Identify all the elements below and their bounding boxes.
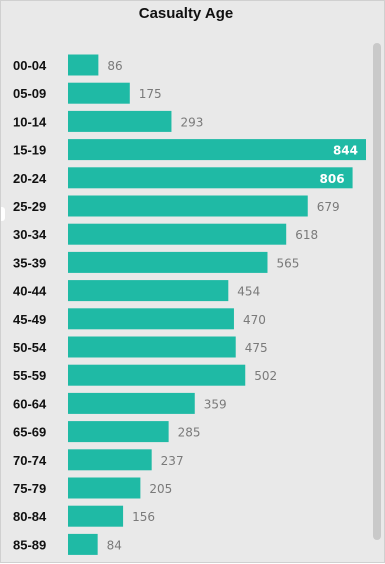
vertical-scrollbar[interactable] [373, 43, 381, 540]
data-label: 679 [317, 200, 340, 214]
bar[interactable] [68, 505, 124, 527]
category-label: 00-04 [13, 58, 47, 73]
data-label: 844 [333, 144, 358, 158]
category-label: 20-24 [13, 171, 47, 186]
category-label: 35-39 [13, 255, 46, 270]
data-label: 175 [139, 87, 162, 101]
bar[interactable] [68, 421, 169, 443]
bar[interactable] [68, 477, 141, 499]
data-label: 293 [180, 115, 203, 129]
bar[interactable] [68, 308, 234, 330]
chart-title: Casualty Age [138, 5, 234, 22]
data-label: 156 [132, 510, 155, 524]
category-label: 15-19 [13, 143, 46, 158]
category-label: 85-89 [13, 537, 46, 552]
category-label: 60-64 [13, 396, 47, 411]
data-label: 470 [243, 313, 266, 327]
bar[interactable] [68, 167, 353, 189]
bar[interactable] [68, 280, 229, 302]
category-label: 50-54 [13, 340, 47, 355]
category-label: 10-14 [13, 114, 47, 129]
bar[interactable] [68, 251, 268, 273]
bar[interactable] [68, 139, 366, 161]
category-label: 75-79 [13, 481, 46, 496]
data-label: 475 [245, 341, 268, 355]
data-label: 806 [320, 172, 345, 186]
category-label: 30-34 [13, 227, 47, 242]
category-label: 05-09 [13, 86, 46, 101]
category-label: 45-49 [13, 312, 46, 327]
data-label: 565 [276, 256, 299, 270]
data-label: 502 [254, 369, 277, 383]
bar[interactable] [68, 392, 195, 414]
data-label: 84 [107, 538, 122, 552]
bar[interactable] [68, 195, 308, 217]
bar[interactable] [68, 336, 236, 358]
category-label: 80-84 [13, 509, 47, 524]
category-label: 70-74 [13, 453, 47, 468]
category-label: 55-59 [13, 368, 46, 383]
category-label: 25-29 [13, 199, 46, 214]
bar[interactable] [68, 54, 99, 76]
bar[interactable] [68, 449, 152, 471]
category-label: 40-44 [13, 284, 47, 299]
data-label: 237 [161, 454, 184, 468]
category-label: 65-69 [13, 425, 46, 440]
left-edge-marker [1, 207, 5, 221]
bar[interactable] [68, 533, 98, 555]
data-label: 285 [178, 426, 201, 440]
data-label: 618 [295, 228, 318, 242]
data-label: 454 [237, 285, 260, 299]
bar[interactable] [68, 82, 130, 104]
data-label: 205 [149, 482, 172, 496]
data-label: 359 [204, 397, 227, 411]
data-label: 86 [107, 59, 122, 73]
bar[interactable] [68, 110, 172, 132]
bar[interactable] [68, 364, 246, 386]
bar[interactable] [68, 223, 287, 245]
